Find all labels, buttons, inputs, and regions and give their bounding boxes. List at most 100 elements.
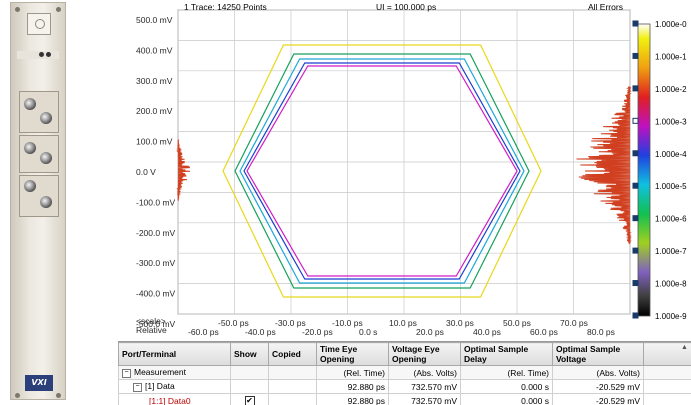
connector-icon	[40, 196, 52, 208]
eye-diagram-svg: 1 Trace: 14250 Points UI = 100.000 ps Al…	[118, 0, 691, 342]
ui-info: UI = 100.000 ps	[376, 2, 436, 12]
collapse-icon[interactable]: −	[122, 369, 131, 378]
led-icon	[35, 19, 45, 29]
color-scale-label: 1.000e-6	[655, 215, 687, 224]
color-scale-marker[interactable]	[633, 183, 638, 188]
color-scale-marker[interactable]	[633, 21, 638, 26]
color-scale-marker[interactable]	[633, 118, 638, 123]
copied-cell	[269, 366, 317, 380]
show-cell	[231, 366, 269, 380]
indicator-icon	[39, 52, 44, 57]
y-tick-label: -200.0 mV	[136, 228, 176, 238]
time-cell: 92.880 ps	[317, 380, 389, 394]
connector-block	[19, 91, 59, 133]
voltage-cell: (Abs. Volts)	[389, 366, 461, 380]
x-tick-label: 10.0 ps	[389, 318, 417, 328]
col-time-eye-opening[interactable]: Time Eye Opening	[317, 343, 389, 366]
y-tick-label: -400.0 mV	[136, 289, 176, 299]
connector-icon	[24, 180, 36, 192]
time-cell: 92.880 ps	[317, 394, 389, 405]
color-scale-label: 1.000e-1	[655, 52, 687, 61]
relative-label: Relative	[136, 325, 167, 335]
row-label[interactable]: −Measurement	[119, 366, 231, 380]
color-scale-marker[interactable]	[633, 53, 638, 58]
x-tick-label: 50.0 ps	[503, 318, 531, 328]
row-label[interactable]: [1:1] Data0	[119, 394, 231, 405]
x-tick-label: -40.0 ps	[245, 327, 276, 337]
scroll-up-icon[interactable]: ▲	[681, 344, 689, 352]
x-tick-label: -60.0 ps	[188, 327, 219, 337]
eye-diagram-panel[interactable]: 1 Trace: 14250 Points UI = 100.000 ps Al…	[118, 0, 691, 342]
color-scale-marker[interactable]	[633, 281, 638, 286]
copied-cell	[269, 380, 317, 394]
color-scale-label: 1.000e-8	[655, 280, 687, 289]
col-copied[interactable]: Copied	[269, 343, 317, 366]
table-row[interactable]: −[1] Data 92.880 ps 732.570 mV 0.000 s -…	[119, 380, 691, 394]
module-label-strip	[17, 51, 59, 59]
y-tick-label: 400.0 mV	[136, 45, 173, 55]
show-cell[interactable]: ✔	[231, 394, 269, 405]
color-scale-marker[interactable]	[633, 248, 638, 253]
y-tick-label: 300.0 mV	[136, 76, 173, 86]
x-tick-label: -20.0 ps	[302, 327, 333, 337]
color-scale-marker[interactable]	[633, 313, 638, 318]
row-label[interactable]: −[1] Data	[119, 380, 231, 394]
x-tick-label: 20.0 ps	[416, 327, 444, 337]
col-optimal-sample-voltage[interactable]: Optimal Sample Voltage	[553, 343, 644, 366]
connector-block	[19, 175, 59, 217]
col-port-terminal[interactable]: Port/Terminal	[119, 343, 231, 366]
y-tick-label: -100.0 mV	[136, 197, 176, 207]
x-tick-label: 40.0 ps	[473, 327, 501, 337]
color-scale-label: 1.000e-5	[655, 182, 687, 191]
delay-cell: 0.000 s	[461, 394, 553, 405]
delay-cell: (Rel. Time)	[461, 366, 553, 380]
x-tick-label: 80.0 ps	[587, 327, 615, 337]
color-scale-label: 1.000e-2	[655, 85, 687, 94]
connector-block	[19, 135, 59, 173]
collapse-icon[interactable]: −	[133, 383, 142, 392]
screw-icon	[56, 7, 61, 12]
color-scale-label: 1.000e-4	[655, 150, 687, 159]
color-scale-label: 1.000e-7	[655, 247, 687, 256]
screw-icon	[15, 393, 20, 398]
color-scale-marker[interactable]	[633, 86, 638, 91]
screw-icon	[15, 7, 20, 12]
x-tick-label: 0.0 s	[359, 327, 377, 337]
col-show[interactable]: Show	[231, 343, 269, 366]
instrument-module: VXI	[10, 2, 66, 400]
trace-info: 1 Trace: 14250 Points	[184, 2, 267, 12]
color-scale-label: 1.000e-9	[655, 312, 687, 321]
results-table: Port/Terminal Show Copied Time Eye Openi…	[118, 341, 691, 405]
screw-icon	[56, 393, 61, 398]
x-tick-label: 70.0 ps	[560, 318, 588, 328]
table-row[interactable]: −Measurement (Rel. Time) (Abs. Volts) (R…	[119, 366, 691, 380]
sample-voltage-cell: (Abs. Volts)	[553, 366, 644, 380]
sample-voltage-cell: -20.529 mV	[553, 380, 644, 394]
x-tick-label: 30.0 ps	[446, 318, 474, 328]
color-scale-bar[interactable]	[638, 24, 650, 316]
connector-icon	[40, 152, 52, 164]
y-tick-label: 0.0 V	[136, 167, 156, 177]
table-row[interactable]: [1:1] Data0 ✔ 92.880 ps 732.570 mV 0.000…	[119, 394, 691, 405]
show-cell	[231, 380, 269, 394]
y-tick-label: 200.0 mV	[136, 106, 173, 116]
connector-icon	[24, 142, 36, 154]
delay-cell: 0.000 s	[461, 380, 553, 394]
color-scale-label: 1.000e-0	[655, 20, 687, 29]
color-scale-marker[interactable]	[633, 216, 638, 221]
color-scale-marker[interactable]	[633, 151, 638, 156]
y-tick-label: 100.0 mV	[136, 137, 173, 147]
col-voltage-eye-opening[interactable]: Voltage Eye Opening	[389, 343, 461, 366]
color-scale-label: 1.000e-3	[655, 117, 687, 126]
indicator-icon	[46, 52, 51, 57]
col-optimal-sample-delay[interactable]: Optimal Sample Delay	[461, 343, 553, 366]
y-tick-label: -300.0 mV	[136, 258, 176, 268]
voltage-cell: 732.570 mV	[389, 380, 461, 394]
sample-voltage-cell: -20.529 mV	[553, 394, 644, 405]
vxi-logo: VXI	[25, 375, 53, 391]
connector-icon	[40, 112, 52, 124]
connector-icon	[24, 98, 36, 110]
error-mode: All Errors	[588, 2, 623, 12]
